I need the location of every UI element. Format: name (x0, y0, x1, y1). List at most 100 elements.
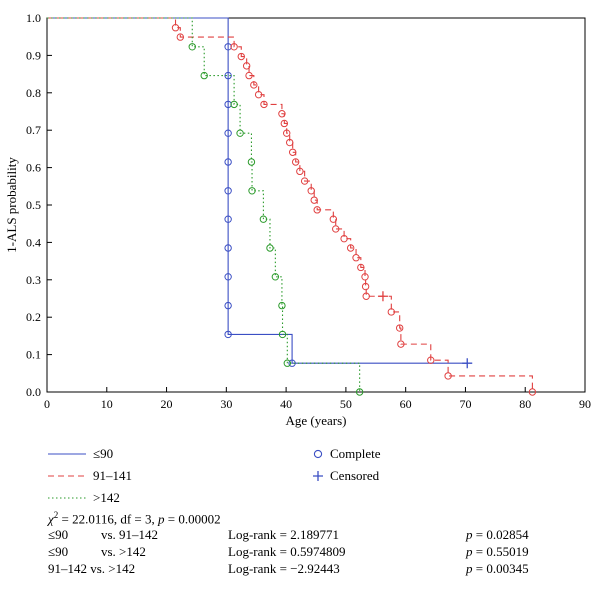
stats-row-p-italic: p (466, 544, 473, 559)
complete-marker (310, 196, 318, 204)
complete-marker (224, 187, 232, 195)
complete-marker (224, 301, 232, 310)
stats-row-test: Log-rank = 2.189771 (228, 527, 339, 542)
chi-square-text: χ2 = 22.0116, df = 3, p = 0.00002 (48, 510, 221, 527)
complete-marker (283, 129, 291, 137)
x-tick-label: 90 (579, 397, 591, 411)
complete-marker (224, 158, 232, 166)
complete-marker (278, 301, 286, 310)
x-tick-label: 50 (340, 397, 352, 411)
complete-marker (346, 244, 355, 252)
x-tick-label: 30 (220, 397, 232, 411)
complete-marker (361, 282, 370, 291)
censored-marker (377, 291, 388, 302)
complete-marker (247, 158, 256, 166)
series-line-0 (47, 17, 468, 364)
complete-marker (278, 110, 286, 118)
x-tick-label: 80 (519, 397, 531, 411)
complete-marker (387, 308, 396, 316)
x-tick-label: 60 (400, 397, 412, 411)
stats-row-p-value: = 0.55019 (472, 544, 529, 559)
legend-complete-marker (313, 449, 323, 459)
complete-marker (528, 388, 537, 396)
complete-marker (362, 292, 370, 300)
chi-sup: 2 (53, 510, 59, 520)
complete-marker (250, 81, 258, 89)
complete-marker (444, 372, 452, 380)
chi-rest: = 22.0116, df = 3, (58, 511, 158, 527)
stats-row-test: Log-rank = 0.5974809 (228, 544, 346, 559)
complete-marker (278, 330, 287, 339)
stats-row-p: p = 0.55019 (466, 544, 529, 560)
stats-row-p: p = 0.00345 (466, 561, 529, 577)
stats-row-test: Log-rank = −2.92443 (228, 561, 340, 576)
stats-row-p-value: = 0.02854 (472, 527, 529, 542)
complete-marker (176, 33, 185, 41)
km-chart: 0 10 20 30 40 50 60 70 80 90 0.00.10.20.30.40.50.… (4, 11, 591, 499)
y-tick-label: 0.4 (26, 235, 41, 249)
y-axis-ticks: 0.0 0.1 0.2 0.3 0.4 0.5 0.6 0.7 0.8 0.9 1.0 (26, 11, 52, 399)
complete-marker (171, 24, 180, 32)
x-tick-label: 20 (161, 397, 173, 411)
complete-marker (397, 340, 405, 348)
complete-marker (296, 167, 304, 176)
complete-marker (340, 234, 348, 243)
y-tick-label: 0.8 (26, 86, 41, 100)
complete-marker (300, 177, 309, 185)
y-tick-label: 1.0 (26, 11, 41, 25)
legend-censored-marker (313, 471, 323, 481)
complete-marker (224, 330, 232, 339)
x-tick-label: 0 (44, 397, 50, 411)
x-tick-label: 70 (459, 397, 471, 411)
legend-label-s0: ≤90 (93, 446, 114, 461)
stats-row-vs: vs. 91–142 (101, 527, 159, 542)
complete-marker (236, 129, 244, 137)
stats-row-vs: vs. >142 (101, 544, 146, 559)
complete-marker (188, 43, 196, 51)
series-2 (47, 17, 364, 396)
complete-marker (200, 71, 208, 80)
complete-marker (242, 62, 251, 70)
series-line-1 (47, 17, 533, 392)
y-tick-label: 0.0 (26, 385, 41, 399)
complete-marker (313, 206, 321, 214)
complete-marker (361, 273, 369, 281)
chi-p-italic: p (158, 511, 165, 527)
complete-marker (355, 388, 364, 396)
complete-marker (224, 273, 232, 281)
complete-marker (245, 71, 253, 80)
legend-markers (313, 449, 323, 481)
x-tick-label: 10 (101, 397, 113, 411)
y-axis-label: 1-ALS probability (4, 157, 19, 253)
y-tick-label: 0.1 (26, 348, 41, 362)
chi-symbol: χ (48, 511, 54, 527)
complete-marker (230, 43, 238, 51)
stats-row-p: p = 0.02854 (466, 527, 529, 543)
complete-marker (259, 215, 268, 223)
legend-label-complete: Complete (330, 446, 381, 461)
series-line-2 (47, 17, 361, 392)
complete-marker (357, 263, 365, 272)
complete-marker (332, 225, 340, 233)
legend-lines (48, 453, 86, 499)
complete-marker (266, 244, 274, 252)
stats-row-p-italic: p (466, 527, 473, 542)
complete-marker (230, 100, 238, 109)
stats-row-a: ≤90 (48, 527, 69, 542)
plot-frame (46, 17, 586, 393)
complete-marker (291, 158, 300, 166)
y-tick-label: 0.6 (26, 161, 41, 175)
x-tick-label: 40 (280, 397, 292, 411)
y-tick-label: 0.3 (26, 273, 41, 287)
complete-marker (224, 129, 232, 137)
y-tick-label: 0.7 (26, 123, 41, 137)
x-axis-ticks: 0 10 20 30 40 50 60 70 80 90 (44, 387, 591, 411)
stats-row-a: 91–142 vs. >142 (48, 561, 136, 576)
complete-marker (285, 138, 294, 147)
complete-marker (248, 187, 256, 195)
complete-marker (260, 100, 268, 109)
legend-label-censored: Censored (330, 468, 380, 483)
y-tick-label: 0.2 (26, 310, 41, 324)
complete-marker (427, 356, 435, 364)
stats-row-p-value: = 0.00345 (472, 561, 529, 576)
